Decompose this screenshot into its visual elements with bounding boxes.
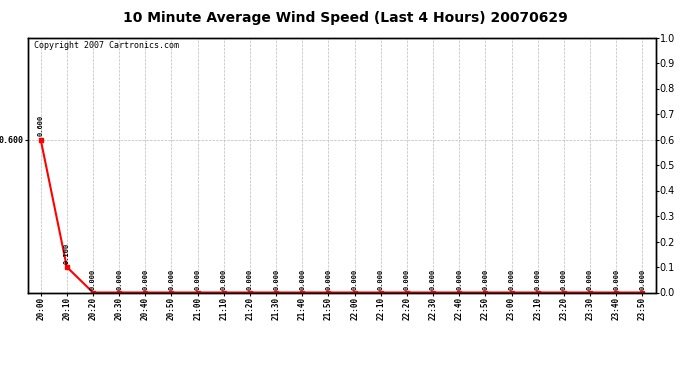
Text: 0.000: 0.000 bbox=[273, 269, 279, 291]
Text: 0.000: 0.000 bbox=[640, 269, 645, 291]
Text: 0.000: 0.000 bbox=[587, 269, 593, 291]
Text: 0.000: 0.000 bbox=[195, 269, 201, 291]
Text: 0.000: 0.000 bbox=[352, 269, 357, 291]
Text: 0.000: 0.000 bbox=[326, 269, 331, 291]
Text: 0.000: 0.000 bbox=[430, 269, 436, 291]
Text: 0.600: 0.600 bbox=[38, 115, 43, 136]
Text: 0.000: 0.000 bbox=[221, 269, 227, 291]
Text: 0.000: 0.000 bbox=[168, 269, 175, 291]
Text: 0.000: 0.000 bbox=[482, 269, 489, 291]
Text: 0.000: 0.000 bbox=[247, 269, 253, 291]
Text: Copyright 2007 Cartronics.com: Copyright 2007 Cartronics.com bbox=[34, 41, 179, 50]
Text: 0.000: 0.000 bbox=[456, 269, 462, 291]
Text: 0.000: 0.000 bbox=[299, 269, 305, 291]
Text: 0.000: 0.000 bbox=[116, 269, 122, 291]
Text: 0.000: 0.000 bbox=[142, 269, 148, 291]
Text: 0.000: 0.000 bbox=[535, 269, 541, 291]
Text: 0.000: 0.000 bbox=[561, 269, 567, 291]
Text: 0.100: 0.100 bbox=[64, 243, 70, 264]
Text: 0.000: 0.000 bbox=[613, 269, 619, 291]
Text: 10 Minute Average Wind Speed (Last 4 Hours) 20070629: 10 Minute Average Wind Speed (Last 4 Hou… bbox=[123, 11, 567, 25]
Text: 0.000: 0.000 bbox=[378, 269, 384, 291]
Text: 0.000: 0.000 bbox=[509, 269, 515, 291]
Text: 0.000: 0.000 bbox=[90, 269, 96, 291]
Text: 0.000: 0.000 bbox=[404, 269, 410, 291]
